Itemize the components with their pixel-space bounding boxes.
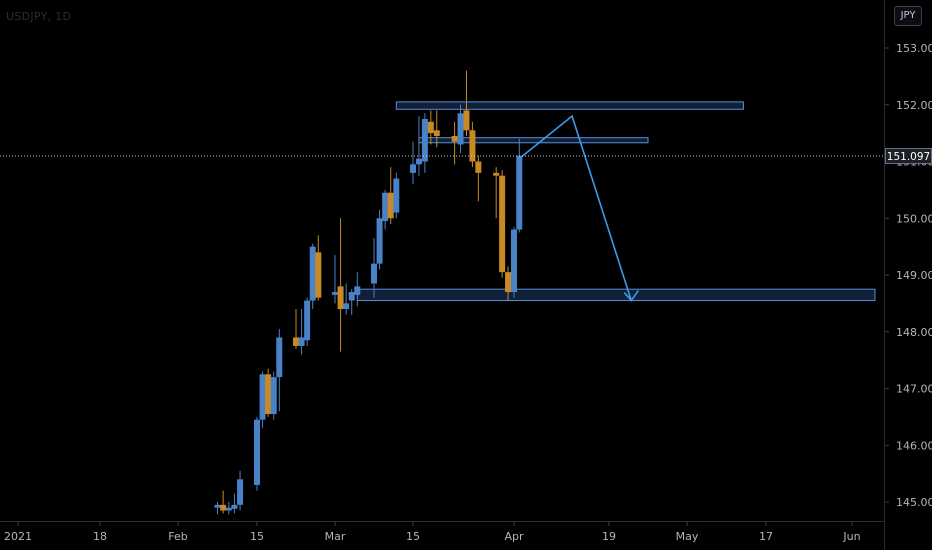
candle-body	[451, 135, 458, 142]
candle-body	[376, 218, 383, 264]
candle-body	[343, 303, 350, 310]
candle-body	[270, 377, 277, 415]
candle-body	[415, 158, 422, 165]
candles-layer	[214, 70, 523, 515]
candle-body	[231, 504, 238, 509]
candle-body	[332, 292, 338, 295]
zone-support[interactable]	[356, 288, 876, 302]
candle-body	[237, 479, 244, 505]
candle-body	[309, 246, 316, 301]
time-axis[interactable]: 2021 18 Feb 15 Mar 15 Apr 19 May 17 Jun	[4, 522, 861, 543]
candle-body	[293, 337, 299, 346]
candle-body	[220, 504, 227, 511]
price-tick-label: 153.000	[896, 42, 932, 55]
projection-arrowhead	[623, 290, 639, 302]
candle-body	[354, 286, 361, 295]
candle-body	[505, 272, 512, 293]
candle-body	[214, 504, 221, 508]
candle-body	[493, 172, 500, 176]
candle-body	[298, 337, 305, 346]
time-tick-label: Apr	[504, 530, 524, 543]
candle-body	[382, 192, 389, 222]
price-tick-label: 152.000	[896, 99, 932, 112]
price-tick-label: 145.000	[896, 496, 932, 509]
time-tick-label: 18	[93, 530, 107, 543]
candle-body	[337, 286, 344, 310]
candle-body	[499, 175, 506, 273]
projection-path[interactable]	[518, 114, 633, 301]
candle-body	[469, 130, 476, 162]
time-tick-label: 15	[250, 530, 264, 543]
time-tick-label: Mar	[325, 530, 346, 543]
candle-body	[427, 121, 434, 134]
candle-body	[511, 229, 517, 293]
price-tick-label: 149.000	[896, 269, 932, 282]
candle-body	[433, 130, 440, 136]
candle-body	[225, 507, 232, 511]
time-tick-label: 15	[406, 530, 420, 543]
price-tick-label: 148.000	[896, 326, 932, 339]
current-price-tag: 151.097	[885, 148, 932, 164]
time-tick-label: Feb	[168, 530, 187, 543]
symbol-title: USDJPY, 1D	[6, 10, 72, 23]
candle-body	[457, 113, 464, 145]
zone-resistance-high[interactable]	[395, 101, 744, 110]
candle-body	[475, 161, 482, 173]
candle-body	[265, 374, 272, 415]
price-tick-label: 150.000	[896, 212, 932, 225]
time-tick-label: Jun	[842, 530, 860, 543]
currency-button[interactable]: JPY	[894, 6, 922, 26]
candle-body	[254, 419, 260, 485]
candle-body	[315, 252, 322, 298]
candle-body	[421, 118, 428, 162]
price-tick-label: 147.000	[896, 383, 932, 396]
candle-body	[371, 263, 377, 284]
candle-body	[463, 110, 470, 131]
time-tick-label: 2021	[4, 530, 32, 543]
projection-layer	[518, 114, 639, 302]
price-axis[interactable]: 153.000152.000151.000150.000149.000148.0…	[885, 42, 932, 509]
time-tick-label: 17	[759, 530, 773, 543]
candle-body	[410, 164, 416, 173]
candle-body	[393, 178, 400, 213]
candle-body	[304, 300, 311, 341]
candle-body	[259, 374, 266, 420]
time-tick-label: May	[676, 530, 699, 543]
candle-body	[276, 337, 283, 378]
price-tick-label: 146.000	[896, 439, 932, 452]
candle-body	[516, 155, 523, 230]
time-tick-label: 19	[602, 530, 616, 543]
candle-body	[348, 292, 355, 301]
candle-body	[387, 192, 394, 219]
